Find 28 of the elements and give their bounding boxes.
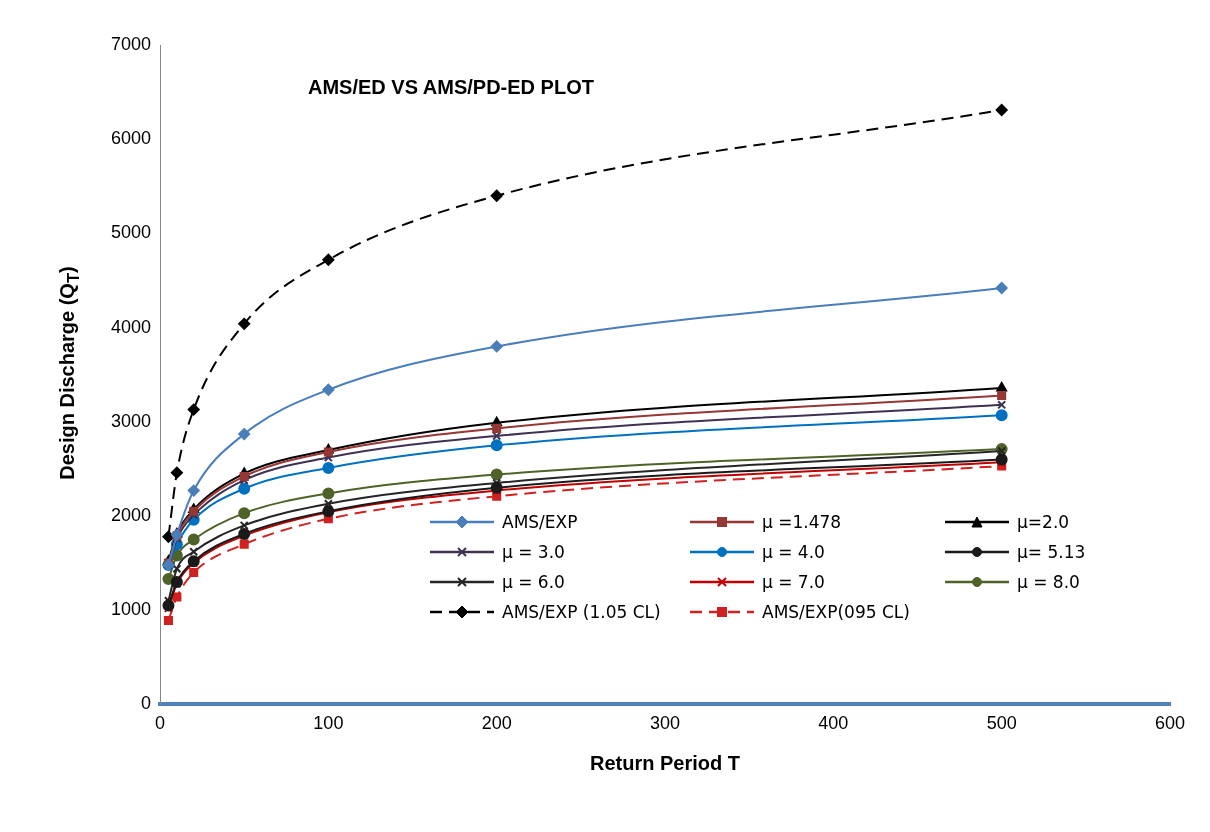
- legend-label: μ = 6.0: [502, 571, 565, 592]
- x-tick-label: 400: [818, 713, 849, 734]
- x-tick-label: 500: [986, 713, 1017, 734]
- x-tick-label: 300: [650, 713, 681, 734]
- x-axis-title: Return Period T: [590, 751, 741, 774]
- y-tick-label: 2000: [111, 504, 152, 525]
- x-tick-label: 200: [481, 713, 512, 734]
- legend-label: μ=2.0: [1017, 511, 1070, 532]
- x-tick-label: 600: [1154, 713, 1186, 734]
- legend-label: μ = 4.0: [762, 541, 825, 562]
- legend-label: AMS/EXP(095 CL): [762, 601, 910, 622]
- y-tick-label: 4000: [111, 316, 152, 337]
- y-tick-label: 3000: [111, 410, 152, 431]
- legend-label: AMS/EXP: [502, 511, 578, 532]
- legend-label: μ= 5.13: [1017, 541, 1086, 562]
- y-tick-label: 0: [141, 693, 152, 714]
- text: AMS/ED VS AMS/PD-ED PLOT: [308, 76, 594, 99]
- legend-label: AMS/EXP (1.05 CL): [502, 601, 661, 622]
- y-tick-label: 7000: [111, 33, 152, 54]
- y-tick-label: 5000: [111, 222, 152, 243]
- x-tick-label: 0: [155, 713, 166, 734]
- legend-label: μ =1.478: [762, 511, 842, 532]
- legend-label: μ = 3.0: [502, 541, 565, 562]
- x-tick-label: 100: [313, 713, 344, 734]
- legend-label: μ = 7.0: [762, 571, 825, 592]
- y-tick-label: 1000: [111, 599, 152, 620]
- y-tick-label: 6000: [111, 128, 152, 149]
- legend-label: μ = 8.0: [1017, 571, 1080, 592]
